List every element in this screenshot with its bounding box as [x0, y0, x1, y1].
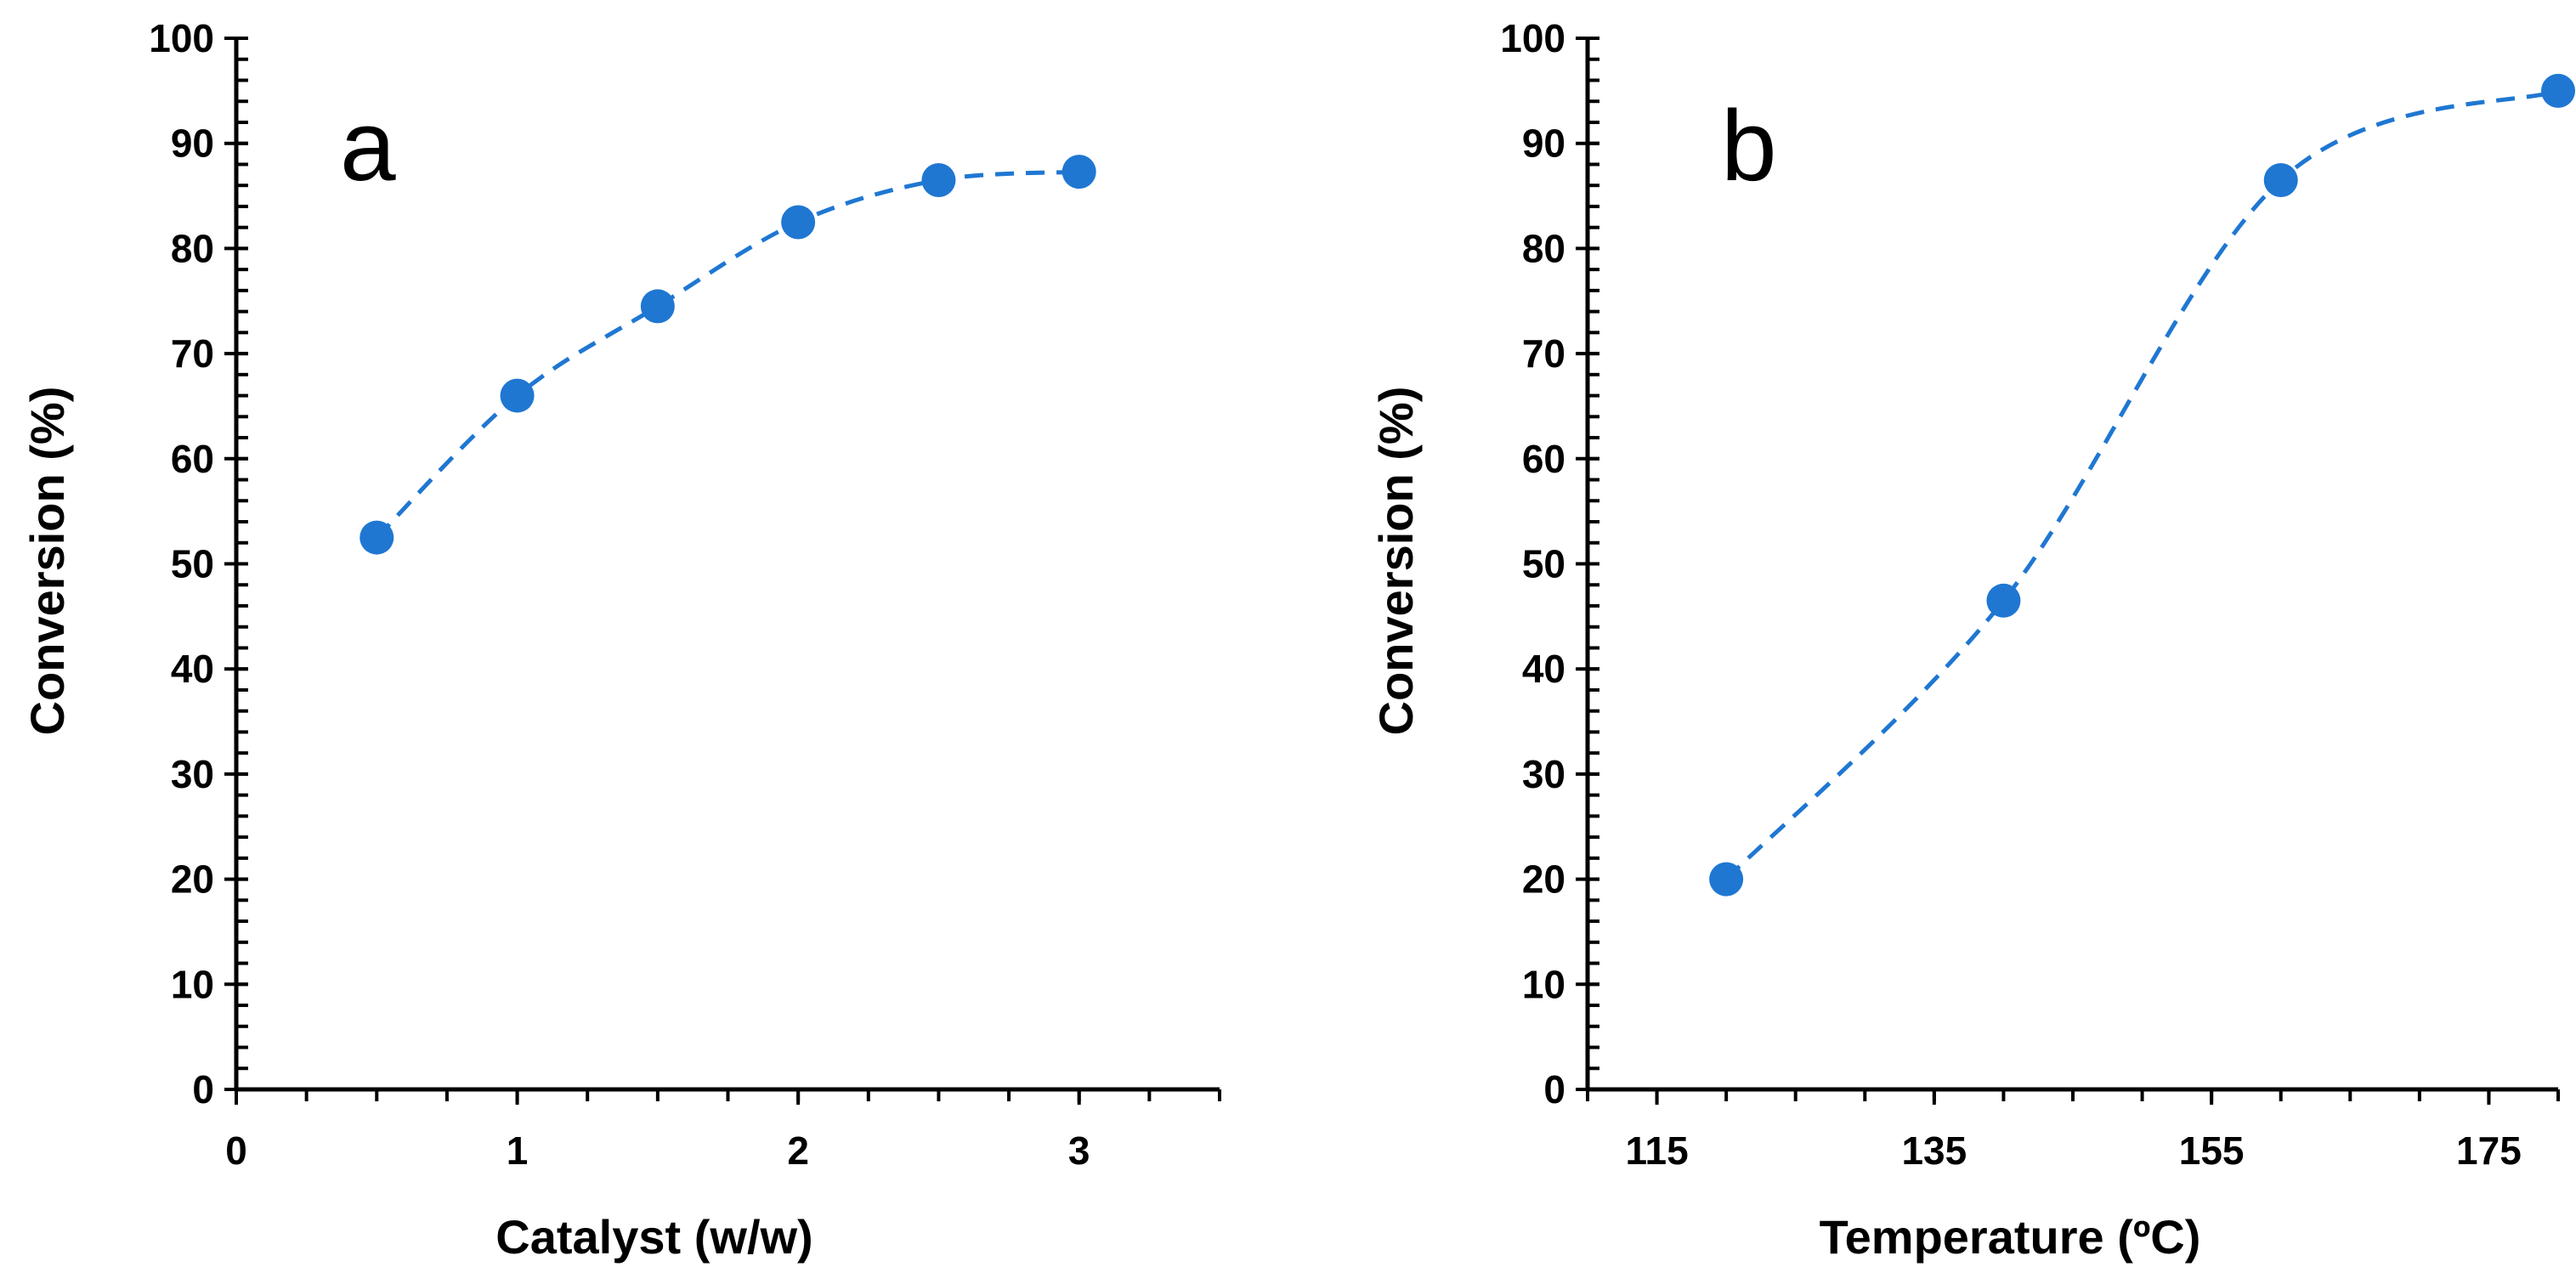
- y-tick-label: 40: [171, 647, 214, 691]
- x-tick-label: 135: [1901, 1128, 1967, 1173]
- x-tick-label: 155: [2179, 1128, 2245, 1173]
- y-tick-label: 30: [171, 752, 214, 796]
- y-tick-label: 70: [171, 331, 214, 376]
- y-tick-label: 50: [171, 542, 214, 586]
- y-tick-label: 50: [1522, 542, 1565, 586]
- y-tick-label: 20: [1522, 857, 1565, 902]
- x-axis-title: Catalyst (w/w): [495, 1210, 812, 1264]
- y-tick-label: 80: [1522, 226, 1565, 270]
- data-point: [1709, 862, 1744, 897]
- data-point: [921, 162, 956, 197]
- y-tick-label: 60: [171, 437, 214, 481]
- y-tick-label: 0: [1543, 1067, 1565, 1111]
- y-tick-label: 30: [1522, 752, 1565, 796]
- y-axis-title: Conversion (%): [20, 387, 74, 736]
- y-tick-label: 100: [149, 16, 214, 60]
- y-tick-label: 40: [1522, 647, 1565, 691]
- trend-line: [375, 169, 1079, 540]
- data-point: [781, 205, 816, 240]
- panel-letter: b: [1721, 90, 1777, 202]
- y-tick-label: 90: [171, 122, 214, 166]
- data-point: [500, 378, 535, 413]
- panel-b: Conversion (%) Temperature (ºC) b 0 10 20 3…: [1369, 16, 2575, 1264]
- y-tick-label: 10: [171, 962, 214, 1006]
- y-axis-title: Conversion (%): [1369, 387, 1423, 736]
- y-tick-label: 100: [1500, 16, 1565, 60]
- x-tick-label: 0: [225, 1128, 247, 1173]
- data-point: [1986, 583, 2021, 618]
- y-tick-label: 20: [171, 857, 214, 902]
- data-point: [360, 520, 394, 555]
- y-tick-label: 0: [192, 1067, 214, 1111]
- x-tick-label: 3: [1068, 1128, 1090, 1173]
- panel-a: Conversion (%) Catalyst (w/w) a 01020304…: [20, 16, 1221, 1264]
- data-point: [1062, 155, 1096, 189]
- x-tick-label: 2: [787, 1128, 809, 1173]
- data-point: [2541, 73, 2575, 108]
- x-tick-label: 175: [2456, 1128, 2522, 1173]
- y-tick-label: 90: [1522, 122, 1565, 166]
- data-point: [2263, 162, 2298, 197]
- x-tick-label: 1: [507, 1128, 529, 1173]
- panel-letter: a: [340, 90, 396, 202]
- data-point: [640, 289, 675, 324]
- y-tick-label: 60: [1522, 437, 1565, 481]
- y-tick-label: 70: [1522, 331, 1565, 376]
- x-tick-label: 115: [1625, 1128, 1688, 1173]
- x-axis-title: Temperature (ºC): [1820, 1210, 2201, 1264]
- y-tick-label: 80: [171, 226, 214, 270]
- y-tick-label: 10: [1522, 962, 1565, 1006]
- trend-line: [1724, 88, 2559, 881]
